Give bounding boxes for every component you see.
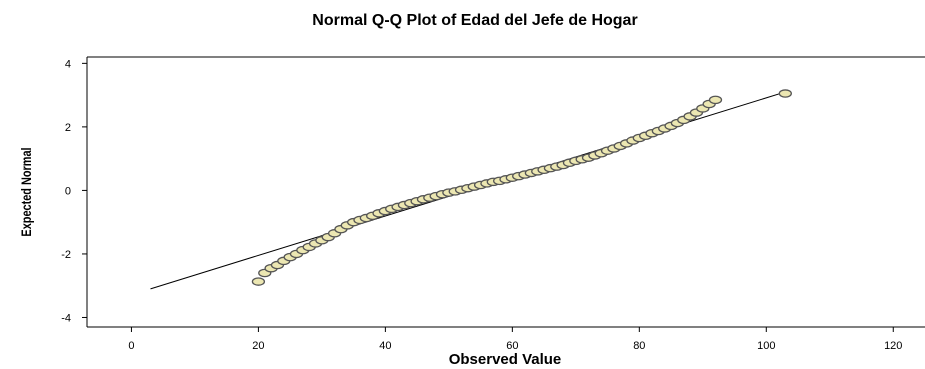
y-tick-label: 0 — [65, 185, 71, 197]
chart-title: Normal Q-Q Plot of Edad del Jefe de Hoga… — [312, 12, 637, 29]
y-tick-label: 2 — [65, 122, 71, 134]
axes — [86, 56, 925, 328]
y-axis-ticks: -4 -2 0 2 4 — [61, 58, 87, 324]
plot-area — [150, 89, 792, 290]
x-tick-label: 80 — [633, 340, 645, 352]
x-tick-label: 20 — [252, 340, 264, 352]
data-point — [251, 277, 266, 286]
x-tick-label: 0 — [128, 340, 134, 352]
data-point — [778, 89, 792, 98]
y-tick-label: -4 — [61, 312, 71, 324]
x-axis-label: Observed Value — [449, 351, 562, 368]
x-tick-label: 60 — [506, 340, 518, 352]
y-axis-label: Expected Normal — [19, 147, 35, 236]
y-tick-label: -2 — [61, 249, 71, 261]
x-tick-label: 120 — [884, 340, 902, 352]
y-tick-label: 4 — [65, 58, 71, 70]
x-axis-ticks: 0 20 40 60 80 100 120 — [128, 327, 902, 352]
x-tick-label: 100 — [757, 340, 775, 352]
x-tick-label: 40 — [379, 340, 391, 352]
data-point — [708, 95, 723, 105]
